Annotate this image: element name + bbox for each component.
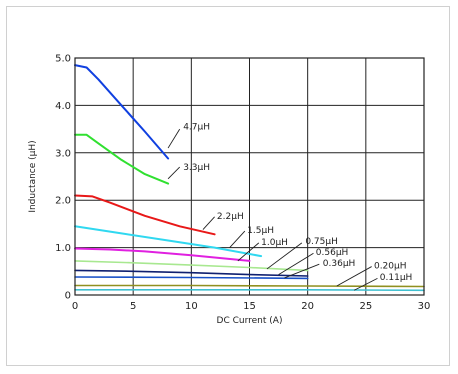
x-tick-label: 10 xyxy=(185,301,198,312)
x-axis-label: DC Current (A) xyxy=(217,316,283,326)
series-line-2 xyxy=(74,194,216,236)
leader-line-5 xyxy=(266,242,303,270)
y-axis-label: Inductance (µH) xyxy=(28,140,38,212)
leader-line-0 xyxy=(167,128,181,149)
leader-line-3 xyxy=(229,230,246,248)
x-tick-label: 20 xyxy=(301,301,314,312)
series-label: 0.56µH xyxy=(316,248,349,258)
series-label: 0.75µH xyxy=(305,237,338,247)
leader-line-8 xyxy=(336,266,372,287)
series-layer xyxy=(74,64,425,292)
series-line-6 xyxy=(74,269,309,277)
y-tick-label: 0 xyxy=(65,291,71,302)
leader-line-4 xyxy=(237,242,260,262)
chart-frame: 4.7µH 3.3µH 2.2µH 1.5µH 1.0µH 0.75µH 0.56µH 0.3… xyxy=(6,6,450,366)
series-line-4 xyxy=(74,247,251,262)
y-tick-label: 2.0 xyxy=(55,196,71,207)
x-tick-label: 25 xyxy=(359,301,372,312)
y-tick-label: 5.0 xyxy=(55,54,71,65)
series-line-3 xyxy=(74,225,263,258)
y-tick-label: 3.0 xyxy=(55,148,71,159)
x-tick-label: 5 xyxy=(130,301,136,312)
series-label: 2.2µH xyxy=(217,212,244,222)
x-tick-label: 15 xyxy=(243,301,256,312)
leader-line-6 xyxy=(278,252,314,276)
series-label: 4.7µH xyxy=(183,123,210,133)
grid xyxy=(74,57,425,296)
series-line-0 xyxy=(74,64,170,160)
x-tick-label: 0 xyxy=(72,301,78,312)
series-label: 0.36µH xyxy=(323,259,356,269)
plot-border xyxy=(74,57,425,296)
series-line-8 xyxy=(74,284,425,288)
x-tick-label: 30 xyxy=(418,301,431,312)
series-line-9 xyxy=(74,288,425,292)
series-label: 1.5µH xyxy=(247,226,274,236)
leader-line-2 xyxy=(202,216,215,230)
y-tick-label: 1.0 xyxy=(55,243,71,254)
leader-line-7 xyxy=(284,263,320,279)
series-label: 3.3µH xyxy=(183,163,210,173)
series-line-1 xyxy=(74,133,170,185)
series-label: 0.11µH xyxy=(380,273,413,283)
leader-line-9 xyxy=(353,278,378,291)
series-label: 0.20µH xyxy=(374,262,407,272)
y-tick-label: 4.0 xyxy=(55,101,71,112)
series-line-7 xyxy=(74,276,309,280)
series-label: 1.0µH xyxy=(261,238,288,248)
series-line-5 xyxy=(74,260,309,272)
axes: 0 5 10 15 20 25 30 0 1.0 2.0 3.0 4.0 5.0 xyxy=(55,54,430,313)
leader-line-1 xyxy=(167,166,181,180)
